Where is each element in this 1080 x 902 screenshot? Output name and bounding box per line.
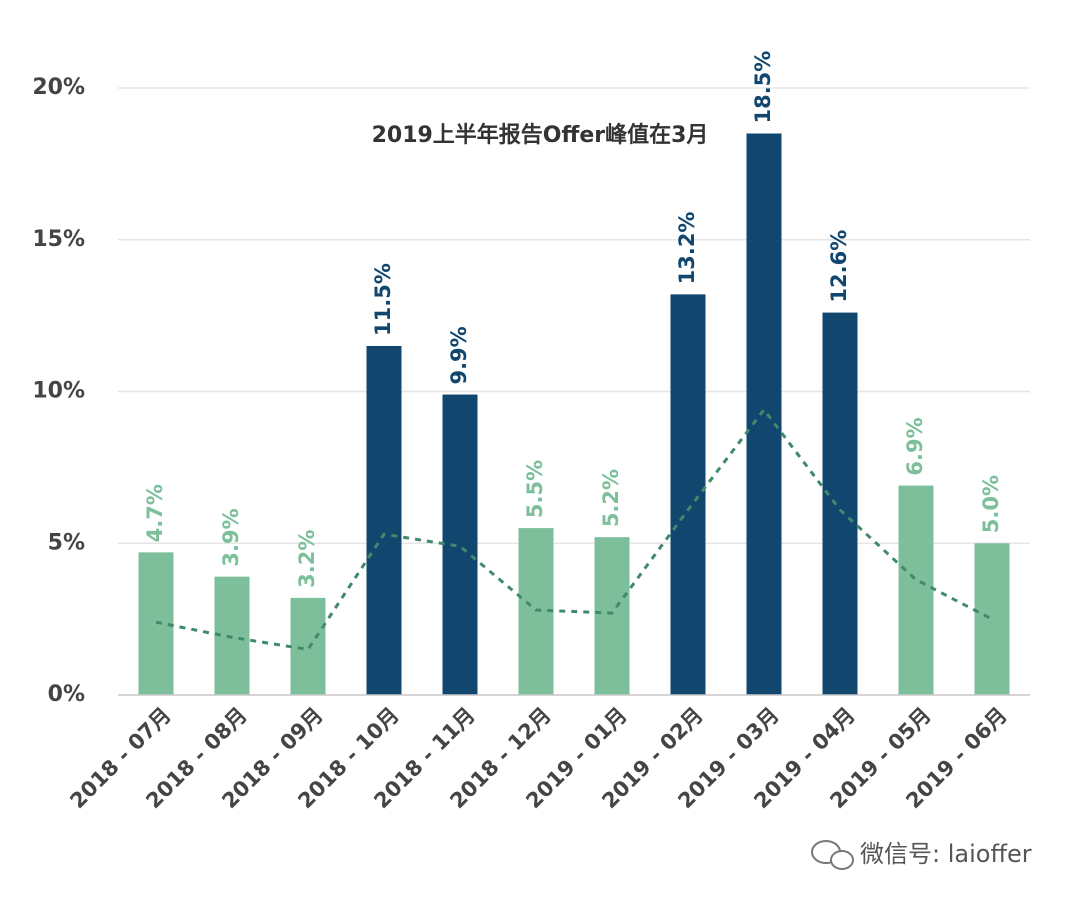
- value-label: 5.0%: [979, 475, 1003, 533]
- bar: [670, 294, 706, 695]
- y-tick-label: 0%: [48, 682, 85, 707]
- bar: [974, 543, 1010, 695]
- bar: [746, 133, 782, 695]
- y-tick-label: 5%: [48, 530, 85, 555]
- bar: [822, 312, 858, 695]
- value-label: 6.9%: [903, 417, 927, 475]
- bar: [594, 537, 630, 695]
- watermark-icon: [811, 840, 854, 870]
- value-label: 12.6%: [827, 230, 851, 303]
- annotation: 2019上半年报告Offer峰值在3月: [372, 122, 709, 148]
- value-label: 3.2%: [295, 530, 319, 588]
- bar: [366, 345, 402, 695]
- watermark: 微信号: laioffer: [860, 840, 1032, 868]
- bar: [442, 394, 478, 695]
- value-label: 3.9%: [219, 508, 243, 566]
- bar: [290, 597, 326, 695]
- value-label: 9.9%: [447, 326, 471, 384]
- value-label: 18.5%: [751, 51, 775, 124]
- y-tick-label: 15%: [32, 227, 85, 252]
- value-label: 5.5%: [523, 460, 547, 518]
- value-label: 11.5%: [371, 263, 395, 336]
- value-label: 13.2%: [675, 212, 699, 285]
- y-tick-label: 20%: [32, 75, 85, 100]
- trend-line: [155, 407, 993, 652]
- bar: [898, 485, 934, 695]
- y-tick-label: 10%: [32, 379, 85, 404]
- value-label: 5.2%: [599, 469, 623, 527]
- value-label: 4.7%: [143, 484, 167, 542]
